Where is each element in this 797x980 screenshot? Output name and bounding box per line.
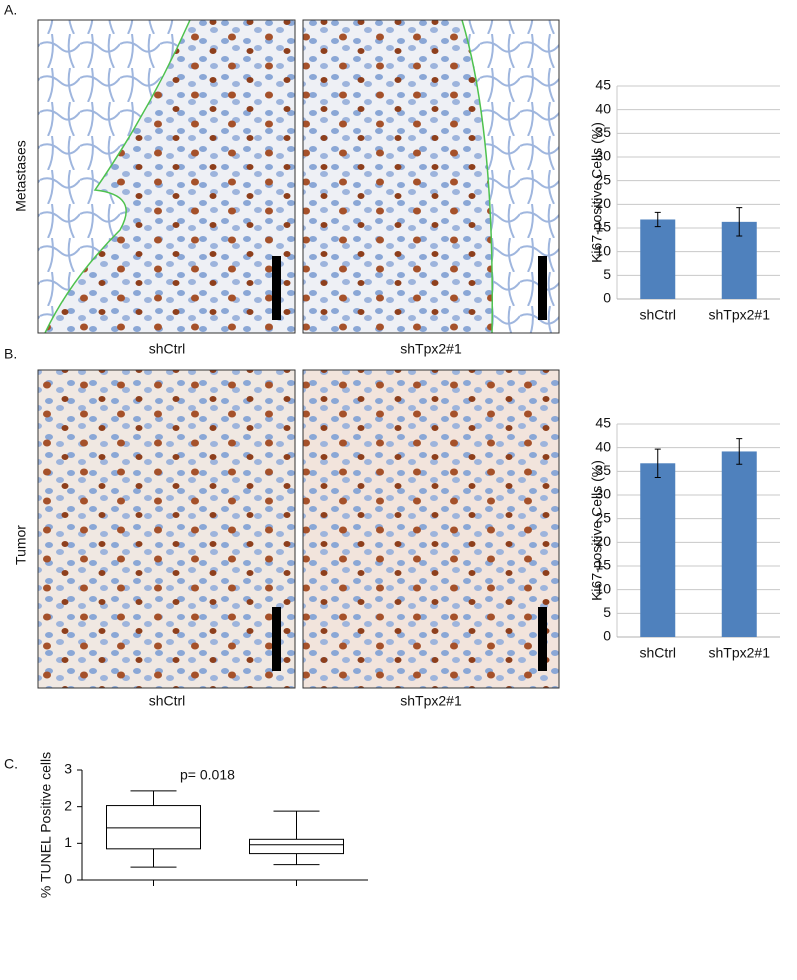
whisker: [273, 853, 320, 866]
y-tick-label: 40: [595, 100, 611, 116]
y-tick-label: 5: [603, 266, 611, 282]
y-tick-label: 10: [595, 580, 611, 596]
y-tick-label: 5: [603, 604, 611, 620]
y-tick-label: 0: [603, 290, 611, 306]
micrograph: [37, 369, 296, 689]
image-caption: shCtrl: [149, 693, 186, 709]
box: [106, 805, 201, 850]
y-tick-label: 10: [595, 242, 611, 258]
panel-label: A.: [4, 2, 17, 18]
y-axis-label: Ki67-positive Cells (%): [589, 460, 605, 601]
bar: [640, 219, 676, 299]
error-bar: [654, 211, 661, 228]
error-bar: [736, 207, 743, 237]
annotation: p= 0.018: [180, 767, 235, 783]
y-tick-label: 25: [595, 171, 611, 187]
y-tick-label: 0: [603, 628, 611, 644]
x-tick-label: shTpx2#1: [709, 307, 771, 323]
y-tick-label: 15: [595, 557, 611, 573]
y-tick-label: 25: [595, 509, 611, 525]
y-tick-label: 35: [595, 462, 611, 478]
y-tick-label: 30: [595, 486, 611, 502]
micrograph: [302, 369, 560, 689]
panel-label: C.: [4, 756, 18, 772]
y-tick-label: 35: [595, 124, 611, 140]
y-tick-label: 20: [595, 195, 611, 211]
y-axis-label: % TUNEL Positive cells: [38, 752, 54, 898]
y-tick-label: 30: [595, 148, 611, 164]
y-tick-label: 0: [64, 871, 72, 887]
whisker: [130, 790, 177, 806]
y-tick-label: 40: [595, 438, 611, 454]
micrograph: [302, 19, 560, 334]
y-tick-label: 3: [64, 761, 72, 777]
micrograph: [37, 19, 296, 334]
y-tick-label: 20: [595, 533, 611, 549]
x-tick-label: shCtrl: [639, 307, 676, 323]
y-tick-label: 45: [595, 415, 611, 431]
x-tick-label: shTpx2#1: [709, 645, 771, 661]
y-tick-label: 15: [595, 219, 611, 235]
bar: [640, 463, 676, 637]
image-caption: shTpx2#1: [400, 341, 462, 357]
y-tick-label: 1: [64, 834, 72, 850]
bar: [721, 451, 757, 637]
error-bar: [736, 438, 743, 465]
error-bar: [654, 448, 661, 478]
x-tick-label: shCtrl: [639, 645, 676, 661]
y-tick-label: 45: [595, 77, 611, 93]
row-label: Metastases: [13, 140, 29, 212]
panel-label: B.: [4, 346, 17, 362]
y-axis-label: Ki67-positive Cells (%): [589, 122, 605, 263]
y-tick-label: 2: [64, 797, 72, 813]
box: [249, 838, 344, 855]
image-caption: shCtrl: [149, 341, 186, 357]
image-caption: shTpx2#1: [400, 693, 462, 709]
whisker: [273, 810, 320, 840]
row-label: Tumor: [13, 525, 29, 565]
whisker: [130, 848, 177, 868]
